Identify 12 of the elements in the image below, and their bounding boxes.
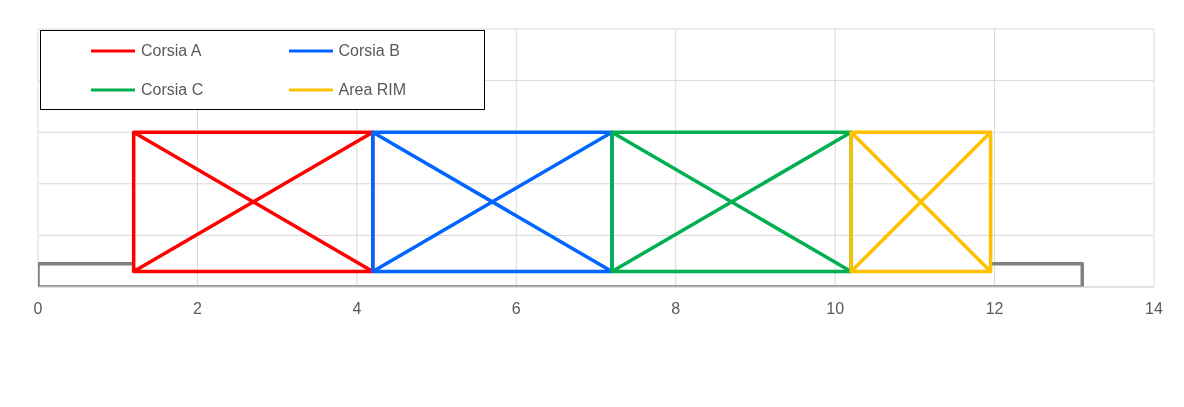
x-tick-label: 12 <box>985 300 1004 318</box>
x-tick-label: 14 <box>1145 300 1163 318</box>
legend-label: Corsia B <box>338 41 400 60</box>
x-tick-label: 10 <box>826 300 845 318</box>
x-tick-label: 4 <box>352 300 362 318</box>
x-tick-label: 8 <box>671 300 681 318</box>
legend-label: Corsia C <box>141 80 204 99</box>
x-tick-label: 0 <box>33 300 43 318</box>
legend-label: Corsia A <box>141 41 202 60</box>
legend-label: Area RIM <box>338 80 407 99</box>
x-tick-label: 2 <box>192 300 202 318</box>
x-tick-label: 6 <box>511 300 521 318</box>
